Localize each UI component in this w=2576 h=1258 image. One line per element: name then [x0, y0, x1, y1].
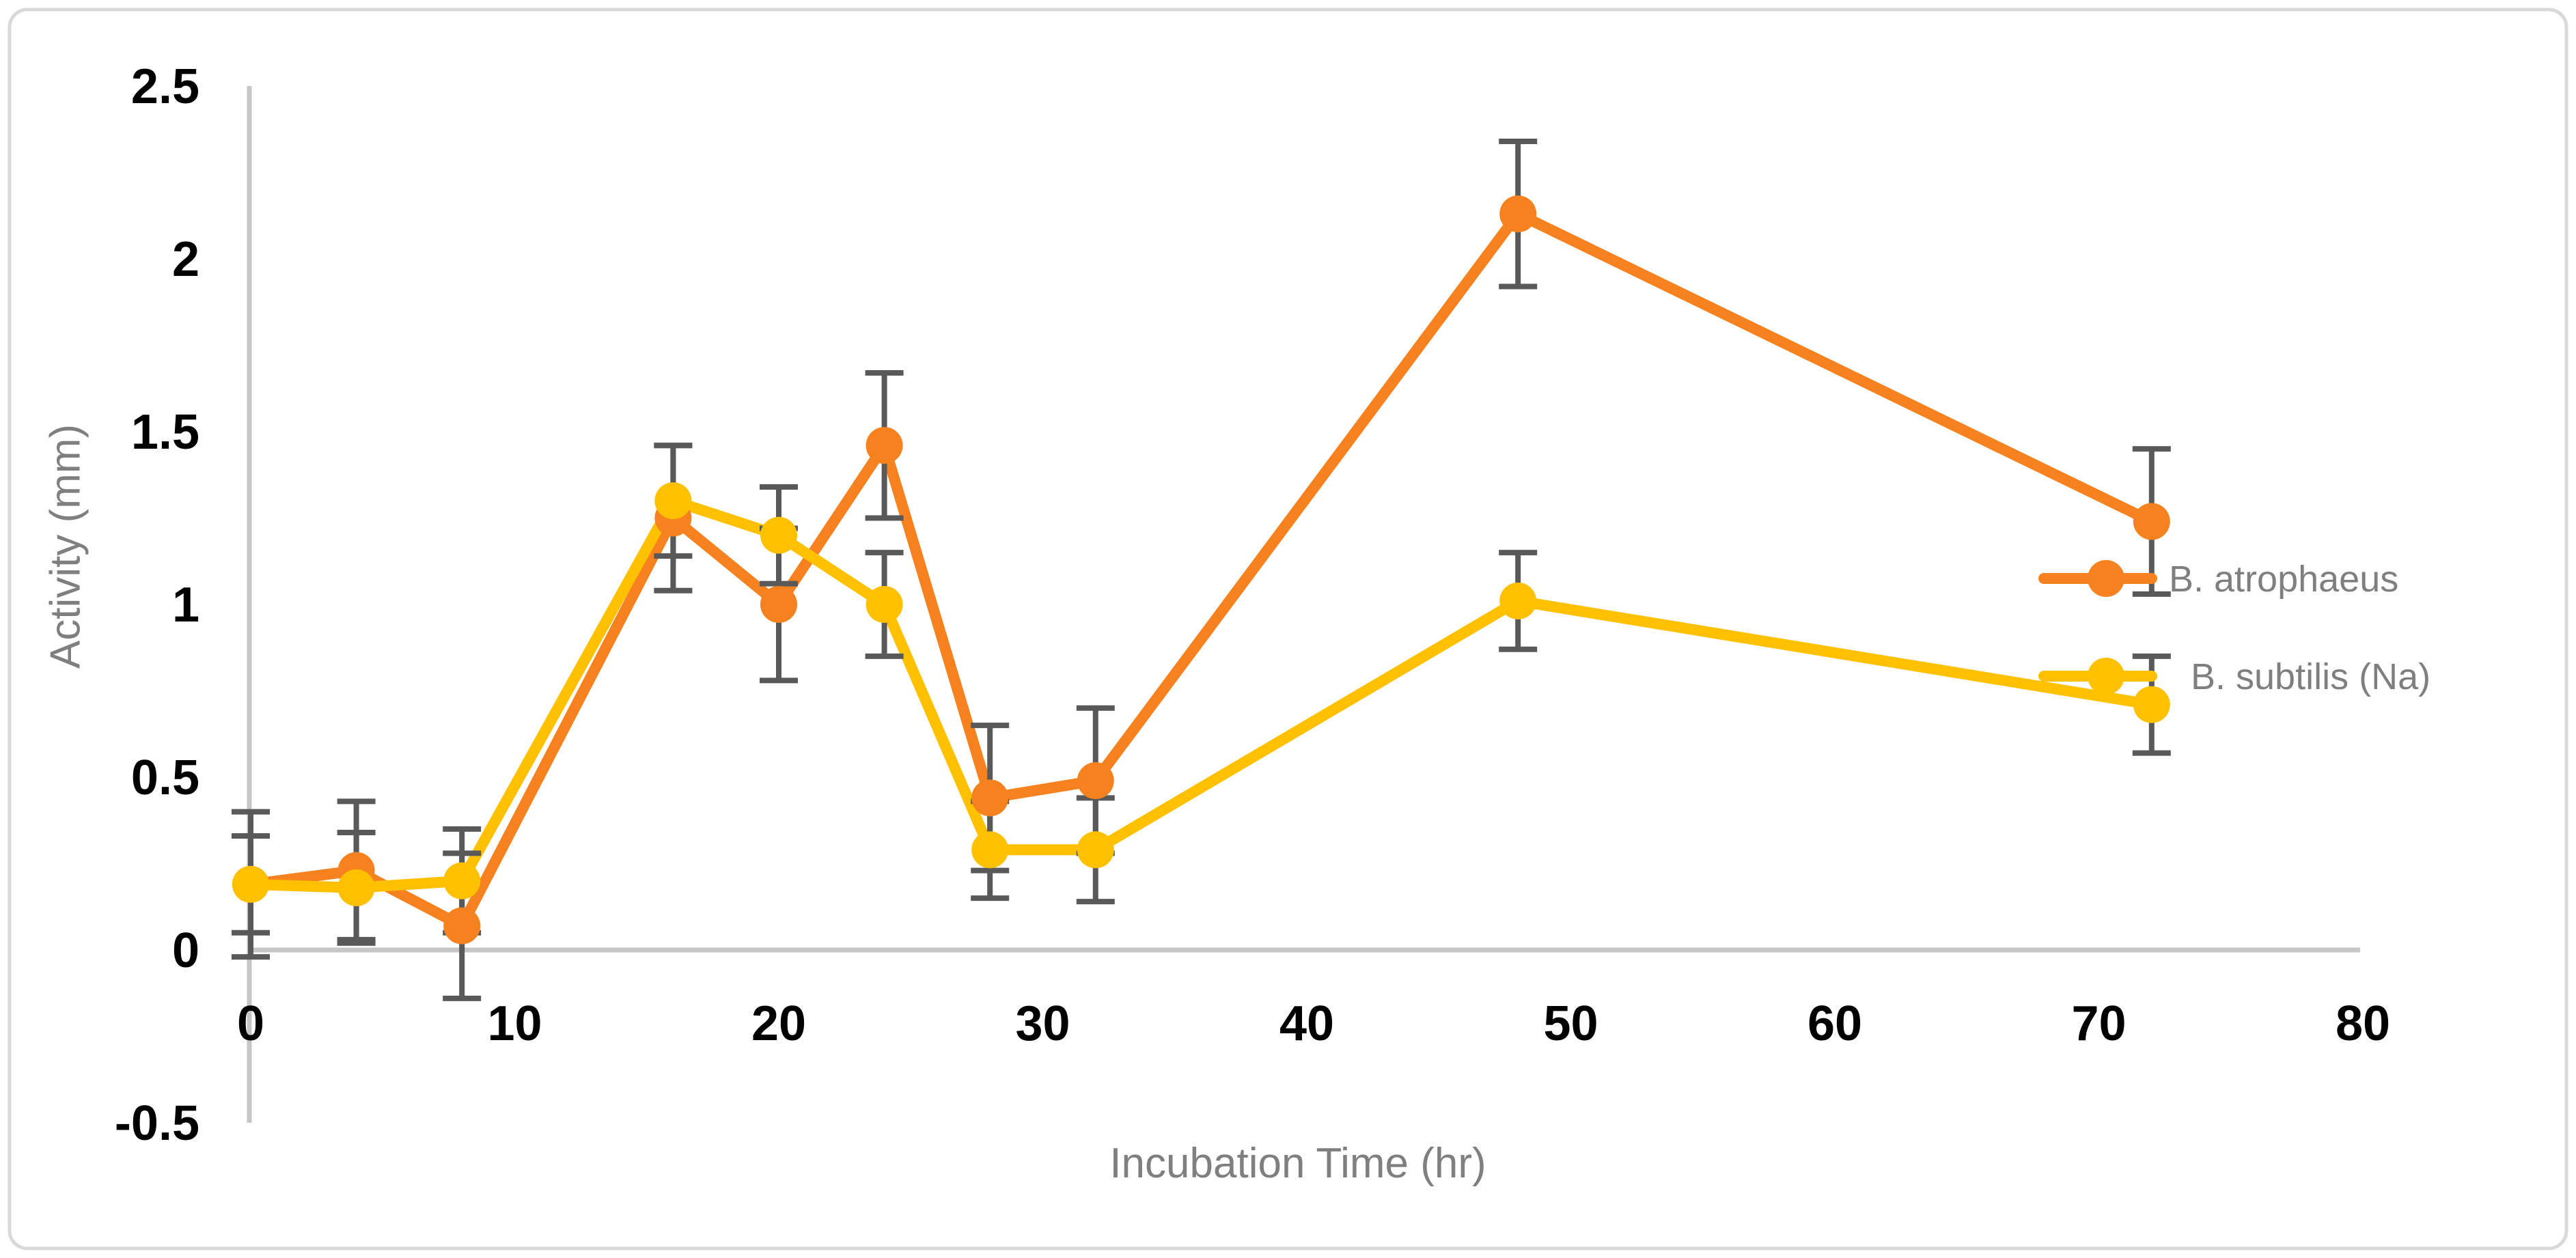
data-point-b-subtilis-na-t0	[232, 865, 269, 903]
data-point-b-atrophaeus-t28	[971, 779, 1009, 817]
y-axis-title: Activity (mm)	[42, 423, 89, 669]
data-point-b-subtilis-na-t20	[760, 516, 797, 554]
series-line-b-subtilis-na	[245, 495, 2157, 893]
x-tick-label-80: 80	[2336, 996, 2390, 1051]
data-point-b-atrophaeus-t32	[1077, 762, 1114, 800]
data-point-b-subtilis-na-t48	[1499, 582, 1537, 619]
data-point-b-subtilis-na-t4	[337, 869, 375, 906]
legend-label-b-atrophaeus: B. atrophaeus	[2169, 559, 2398, 600]
data-point-b-atrophaeus-t72	[2133, 503, 2170, 540]
x-tick-label-10: 10	[487, 996, 542, 1051]
y-tick-label-1: 1	[172, 578, 199, 632]
y-tick-label-1.5: 1.5	[131, 405, 199, 460]
legend-marker-b-subtilis-na	[2088, 658, 2124, 695]
y-tick-label--0.5: -0.5	[115, 1096, 199, 1151]
x-tick-label-60: 60	[1808, 996, 1862, 1051]
data-point-b-atrophaeus-t20	[760, 586, 797, 623]
figure-border	[8, 8, 2568, 1250]
legend-marker-b-atrophaeus	[2088, 560, 2124, 597]
data-point-b-atrophaeus-t48	[1499, 195, 1537, 233]
data-point-b-subtilis-na-t72	[2133, 686, 2170, 723]
data-point-b-subtilis-na-t8	[443, 862, 481, 899]
y-tick-label-0.5: 0.5	[131, 751, 199, 805]
y-tick-label-0: 0	[172, 923, 199, 978]
data-point-b-subtilis-na-t24	[865, 586, 903, 623]
x-tick-label-40: 40	[1279, 996, 1334, 1051]
x-tick-label-30: 30	[1015, 996, 1070, 1051]
data-point-b-atrophaeus-t8	[443, 907, 481, 945]
x-tick-label-50: 50	[1543, 996, 1598, 1051]
legend-label-b-subtilis-na: B. subtilis (Na)	[2191, 656, 2430, 697]
x-axis-title: Incubation Time (hr)	[1109, 1140, 1486, 1187]
y-tick-label-2.5: 2.5	[131, 59, 199, 114]
y-tick-label-2: 2	[172, 232, 199, 287]
x-tick-label-0: 0	[237, 996, 264, 1051]
data-point-b-subtilis-na-t28	[971, 831, 1009, 869]
data-point-b-atrophaeus-t24	[865, 427, 903, 464]
data-point-b-subtilis-na-t32	[1077, 831, 1114, 869]
x-tick-label-20: 20	[751, 996, 806, 1051]
series-line-b-atrophaeus	[245, 208, 2157, 932]
data-point-b-subtilis-na-t16	[654, 482, 692, 520]
x-tick-label-70: 70	[2071, 996, 2126, 1051]
